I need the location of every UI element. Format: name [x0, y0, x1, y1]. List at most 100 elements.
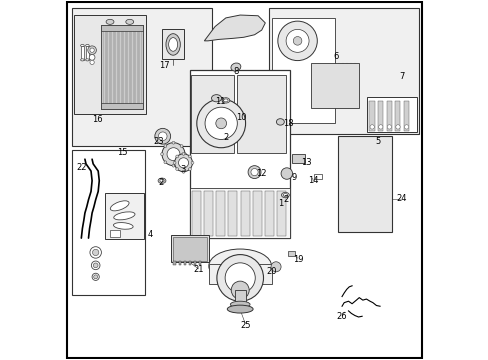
Bar [101, 25, 143, 31]
Text: 26: 26 [336, 312, 346, 321]
Bar [368, 101, 374, 131]
Bar [234, 290, 245, 304]
Bar [188, 261, 191, 265]
Circle shape [281, 168, 292, 179]
Bar [173, 261, 176, 265]
Text: 17: 17 [159, 61, 170, 70]
Circle shape [270, 262, 281, 272]
Bar [135, 28, 138, 106]
Bar [394, 101, 400, 131]
Bar [198, 261, 201, 265]
Bar [101, 25, 143, 109]
Circle shape [180, 145, 183, 148]
Circle shape [172, 164, 175, 167]
Text: 24: 24 [395, 194, 406, 203]
Bar [291, 154, 305, 163]
Circle shape [163, 161, 166, 164]
Text: 12: 12 [256, 169, 266, 178]
Circle shape [395, 125, 399, 129]
Circle shape [180, 161, 183, 164]
Bar [131, 28, 134, 106]
Ellipse shape [211, 95, 221, 102]
Circle shape [378, 125, 382, 129]
Bar [277, 192, 285, 236]
Circle shape [172, 141, 175, 144]
Circle shape [285, 30, 308, 52]
Bar [74, 15, 145, 114]
Bar [236, 75, 285, 153]
Text: 18: 18 [283, 119, 293, 128]
Text: 25: 25 [240, 321, 250, 330]
Text: 19: 19 [292, 255, 303, 264]
Circle shape [204, 107, 237, 139]
Bar [107, 28, 109, 106]
Circle shape [188, 168, 191, 171]
Bar [240, 192, 249, 236]
Bar [268, 8, 418, 134]
Bar [178, 261, 181, 265]
Polygon shape [204, 15, 265, 41]
Circle shape [90, 247, 101, 258]
Text: 2: 2 [158, 178, 163, 187]
Bar [119, 28, 122, 106]
Bar [190, 70, 289, 238]
Circle shape [160, 153, 163, 156]
Bar [171, 234, 208, 262]
Text: 2: 2 [283, 195, 288, 204]
Text: 3: 3 [180, 166, 185, 175]
Bar [85, 45, 89, 60]
Bar [101, 103, 143, 109]
Circle shape [217, 255, 263, 301]
Bar [162, 30, 184, 59]
Text: 16: 16 [92, 115, 102, 124]
Text: 21: 21 [193, 265, 203, 274]
Circle shape [404, 125, 408, 129]
Circle shape [92, 249, 99, 256]
Bar [110, 230, 120, 237]
Bar [72, 150, 145, 296]
Circle shape [175, 155, 178, 158]
Bar [127, 28, 129, 106]
Ellipse shape [160, 179, 164, 182]
Bar [252, 192, 261, 236]
Ellipse shape [110, 201, 129, 211]
Circle shape [250, 168, 258, 176]
Bar [216, 192, 224, 236]
Circle shape [293, 37, 301, 45]
Ellipse shape [81, 59, 84, 61]
Text: 2: 2 [223, 133, 228, 142]
Ellipse shape [230, 301, 249, 308]
Bar [139, 28, 142, 106]
Circle shape [277, 21, 317, 60]
Bar [228, 192, 237, 236]
Circle shape [158, 132, 167, 140]
Circle shape [196, 99, 245, 148]
Ellipse shape [114, 212, 135, 220]
Text: 23: 23 [154, 137, 164, 146]
Bar [208, 264, 271, 284]
Circle shape [162, 143, 184, 166]
Ellipse shape [81, 44, 84, 46]
Circle shape [93, 263, 98, 268]
Text: 7: 7 [398, 72, 404, 81]
Ellipse shape [85, 59, 89, 61]
Bar [172, 237, 206, 261]
Circle shape [188, 155, 191, 158]
Text: 1: 1 [278, 199, 283, 208]
Circle shape [175, 168, 178, 171]
Bar [103, 28, 105, 106]
Bar [386, 101, 391, 131]
Circle shape [224, 263, 255, 293]
Circle shape [231, 281, 249, 299]
Text: 4: 4 [147, 230, 152, 239]
Circle shape [178, 158, 188, 168]
Bar [287, 251, 295, 256]
Ellipse shape [165, 34, 180, 55]
Ellipse shape [222, 98, 229, 103]
Ellipse shape [223, 99, 227, 102]
Ellipse shape [281, 192, 289, 198]
Ellipse shape [227, 305, 253, 313]
Bar [193, 261, 196, 265]
Bar [203, 192, 212, 236]
Bar [191, 75, 233, 153]
